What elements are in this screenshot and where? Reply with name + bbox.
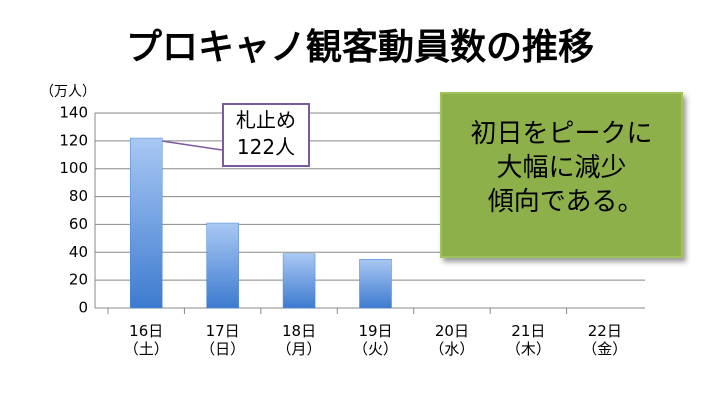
chart-title: プロキャノ観客動員数の推移	[125, 27, 594, 68]
x-tick-label: 18日 （月）	[276, 322, 322, 358]
y-axis-label: （万人）	[40, 84, 96, 100]
y-tick-label: 20	[69, 271, 88, 289]
y-tick-label: 80	[69, 187, 88, 205]
note-box: 初日をピークに 大幅に減少 傾向である。	[440, 92, 683, 258]
x-tick-label: 22日 （金）	[582, 322, 628, 358]
x-tick-label: 17日 （日）	[200, 322, 246, 358]
y-tick-label: 0	[78, 299, 88, 317]
x-tick-label: 19日 （火）	[352, 322, 398, 358]
y-tick-label: 120	[59, 131, 88, 149]
y-tick-label: 140	[59, 104, 88, 122]
callout-pointer	[154, 139, 223, 151]
y-tick-label: 100	[59, 159, 88, 177]
y-tick-label: 60	[69, 215, 88, 233]
bar	[282, 253, 316, 309]
bar	[206, 222, 239, 309]
y-tick-label: 40	[69, 243, 88, 261]
bar	[129, 137, 163, 309]
x-tick-label: 16日 （土）	[123, 322, 169, 358]
x-tick-label: 21日 （木）	[505, 322, 551, 358]
bar	[359, 259, 392, 309]
callout: 札止め 122人	[222, 103, 310, 167]
x-tick-label: 20日 （水）	[429, 322, 475, 358]
